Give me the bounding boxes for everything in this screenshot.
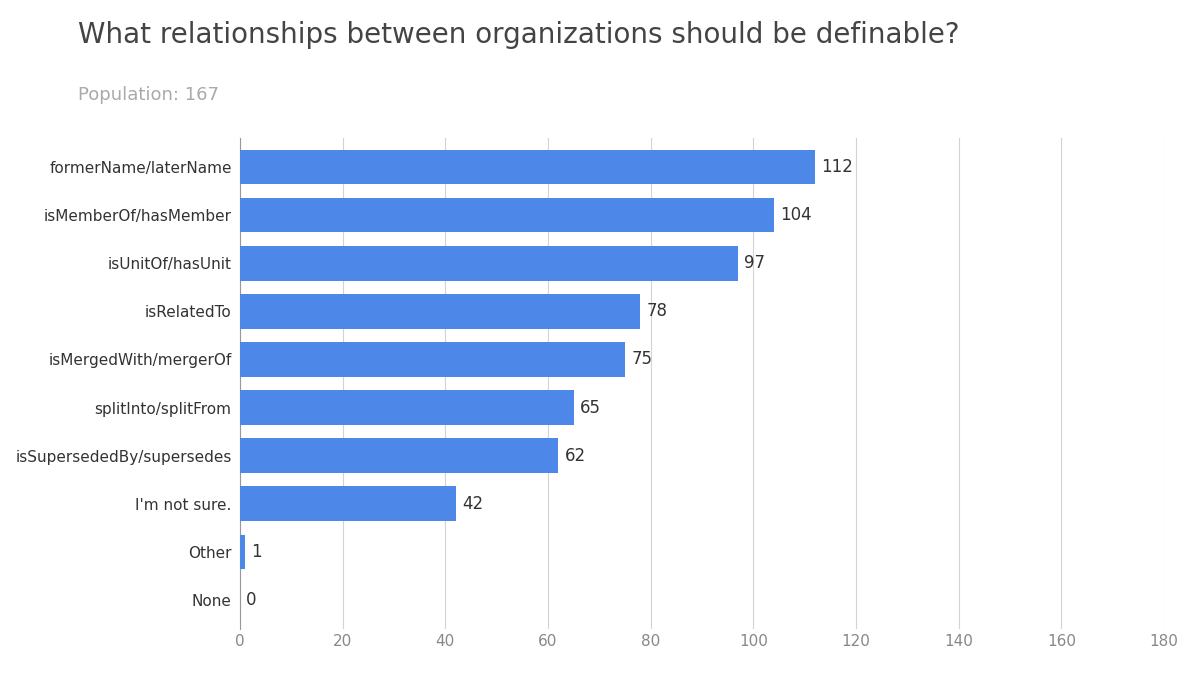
Text: 42: 42 bbox=[462, 495, 482, 513]
Text: 1: 1 bbox=[251, 543, 262, 561]
Bar bbox=[240, 438, 558, 473]
Bar bbox=[240, 246, 738, 281]
Text: 62: 62 bbox=[564, 446, 586, 464]
Text: 65: 65 bbox=[580, 399, 601, 417]
Text: 0: 0 bbox=[246, 591, 257, 609]
Text: 112: 112 bbox=[821, 158, 853, 176]
Bar bbox=[240, 390, 574, 425]
Bar bbox=[240, 535, 245, 569]
Text: Population: 167: Population: 167 bbox=[78, 86, 220, 104]
Text: 97: 97 bbox=[744, 254, 766, 272]
Bar bbox=[240, 198, 774, 232]
Text: 75: 75 bbox=[631, 350, 652, 368]
Text: What relationships between organizations should be definable?: What relationships between organizations… bbox=[78, 21, 960, 49]
Text: 104: 104 bbox=[780, 206, 811, 224]
Bar bbox=[240, 150, 815, 184]
Bar bbox=[240, 486, 456, 521]
Text: 78: 78 bbox=[647, 303, 667, 321]
Bar bbox=[240, 294, 641, 329]
Bar bbox=[240, 342, 625, 377]
